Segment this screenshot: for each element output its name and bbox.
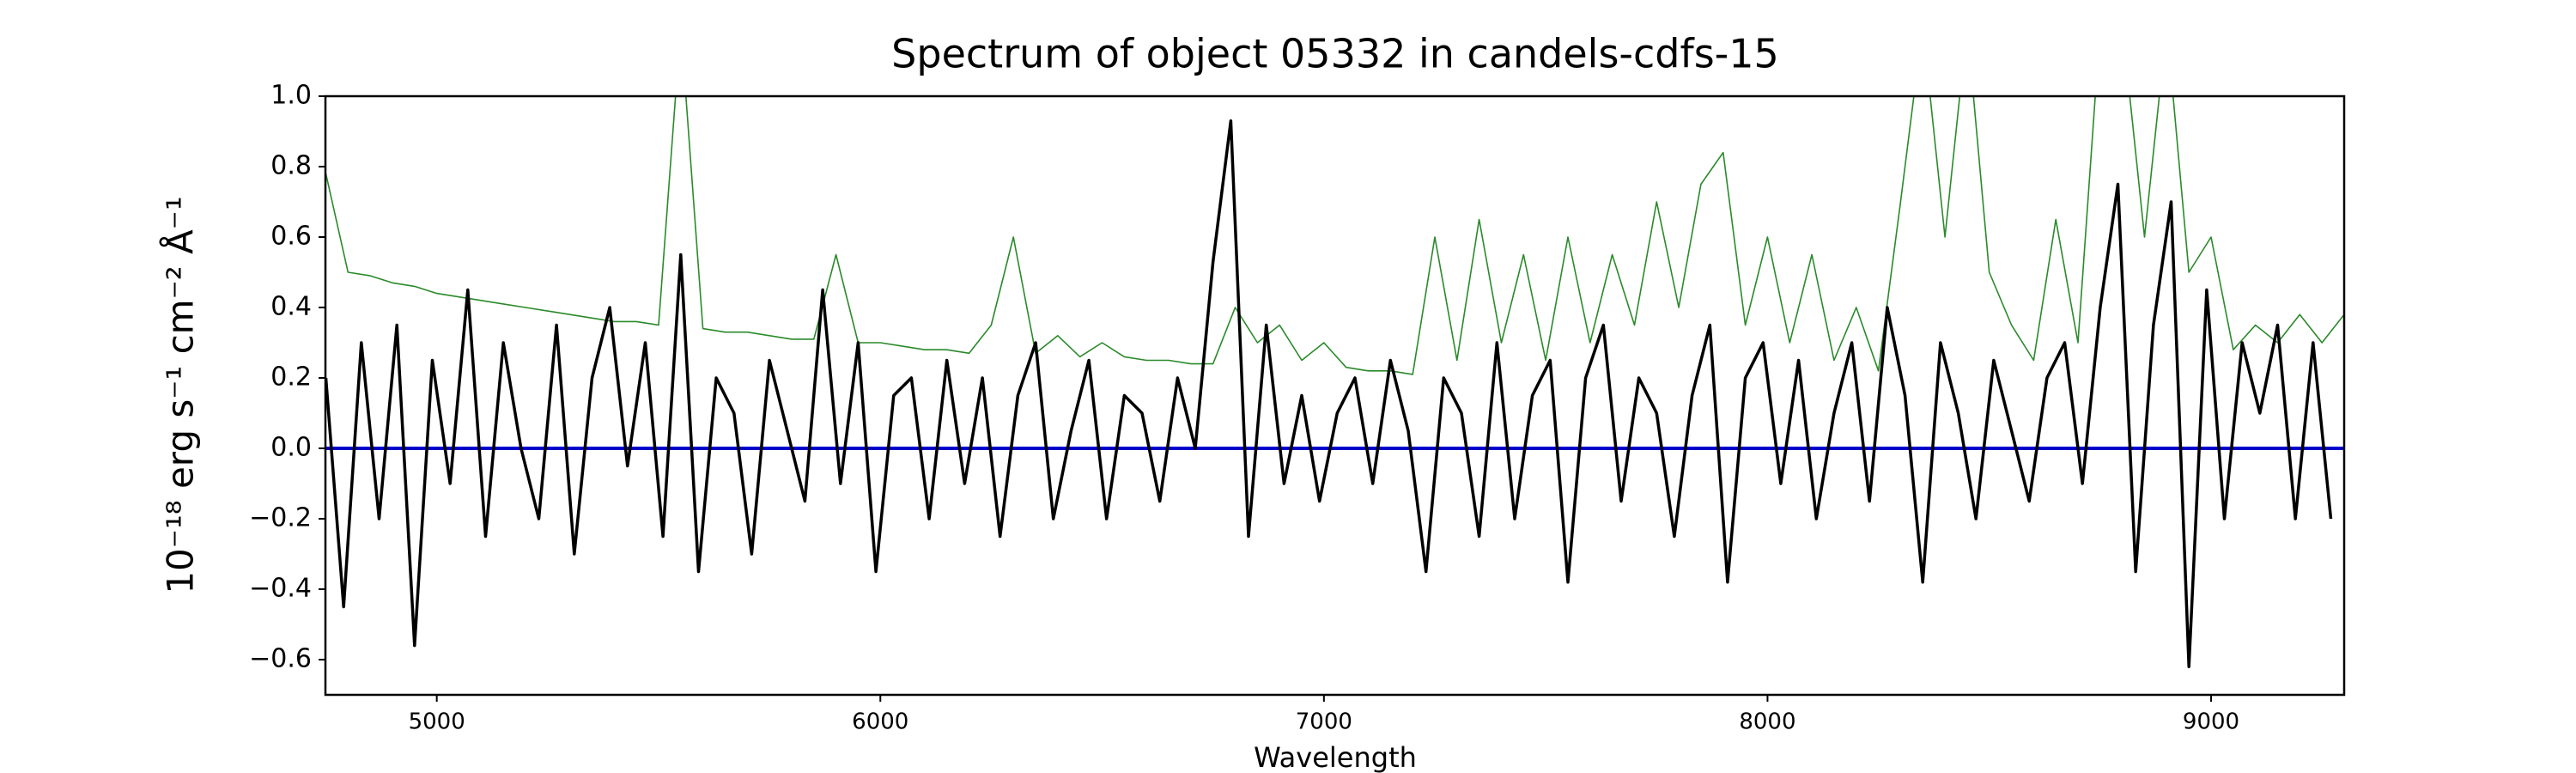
spectrum-line xyxy=(325,96,2344,375)
y-tick-label: 0.8 xyxy=(270,151,312,181)
x-tick-label: 8000 xyxy=(1739,709,1795,735)
y-tick-label: −0.4 xyxy=(249,574,312,604)
spectrum-line xyxy=(325,119,2333,668)
y-tick-label: 0.6 xyxy=(270,222,312,252)
y-tick-label: −0.6 xyxy=(249,644,312,674)
x-tick-label: 9000 xyxy=(2183,709,2239,735)
x-axis-label: Wavelength xyxy=(1254,741,1417,773)
axes-frame xyxy=(324,94,2346,697)
y-tick-label: 0.2 xyxy=(270,362,312,393)
y-tick-label: 0.0 xyxy=(270,433,312,463)
plot-area xyxy=(325,96,2344,668)
y-axis-label: 10⁻¹⁸ erg s⁻¹ cm⁻² Å⁻¹ xyxy=(159,196,202,593)
y-tick-label: −0.2 xyxy=(249,503,312,533)
x-tick-label: 5000 xyxy=(409,709,465,735)
x-tick-label: 7000 xyxy=(1296,709,1352,735)
chart-title: Spectrum of object 05332 in candels-cdfs… xyxy=(891,31,1779,77)
x-tick-label: 6000 xyxy=(852,709,908,735)
y-tick-label: 0.4 xyxy=(270,292,312,322)
y-tick-label: 1.0 xyxy=(270,81,312,111)
